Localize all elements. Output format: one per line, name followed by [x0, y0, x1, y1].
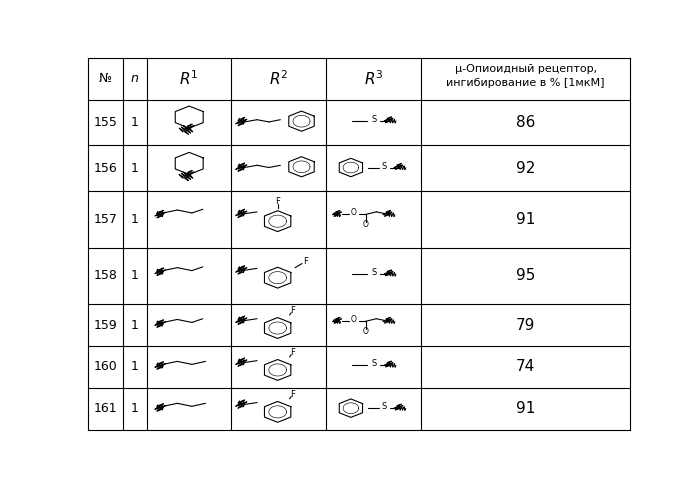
Text: S: S: [382, 161, 387, 170]
Text: 159: 159: [93, 319, 117, 331]
Text: S: S: [382, 402, 387, 411]
Text: F: F: [275, 197, 280, 206]
Text: ингибирование в % [1мкМ]: ингибирование в % [1мкМ]: [447, 78, 605, 87]
Text: $R^1$: $R^1$: [179, 70, 199, 88]
Text: O: O: [363, 327, 368, 336]
Text: 155: 155: [93, 116, 117, 129]
Text: 160: 160: [93, 360, 117, 373]
Text: F: F: [290, 348, 295, 357]
Text: 1: 1: [131, 319, 139, 331]
Text: 1: 1: [131, 360, 139, 373]
Text: n: n: [131, 72, 139, 85]
Text: 1: 1: [131, 162, 139, 175]
Text: $R^3$: $R^3$: [364, 70, 384, 88]
Text: 161: 161: [93, 402, 117, 415]
Text: 74: 74: [516, 359, 536, 374]
Text: S: S: [372, 115, 377, 124]
Text: 156: 156: [93, 162, 117, 175]
Text: 158: 158: [93, 270, 117, 283]
Text: 91: 91: [516, 212, 536, 227]
Text: 1: 1: [131, 270, 139, 283]
Text: 92: 92: [516, 161, 536, 176]
Text: 95: 95: [516, 269, 536, 284]
Text: 157: 157: [93, 213, 117, 226]
Text: F: F: [290, 306, 295, 315]
Text: F: F: [303, 257, 308, 266]
Text: 86: 86: [516, 115, 536, 130]
Text: O: O: [363, 220, 368, 229]
Text: S: S: [372, 268, 377, 277]
Text: 1: 1: [131, 116, 139, 129]
Text: O: O: [351, 315, 356, 325]
Text: F: F: [290, 390, 295, 399]
Text: 1: 1: [131, 402, 139, 415]
Text: μ-Опиоидный рецептор,: μ-Опиоидный рецептор,: [454, 63, 596, 73]
Text: 79: 79: [516, 317, 536, 332]
Text: №: №: [99, 72, 111, 85]
Text: $R^2$: $R^2$: [269, 70, 288, 88]
Text: 1: 1: [131, 213, 139, 226]
Text: O: O: [351, 209, 356, 217]
Text: S: S: [372, 359, 377, 368]
Text: 91: 91: [516, 401, 536, 416]
